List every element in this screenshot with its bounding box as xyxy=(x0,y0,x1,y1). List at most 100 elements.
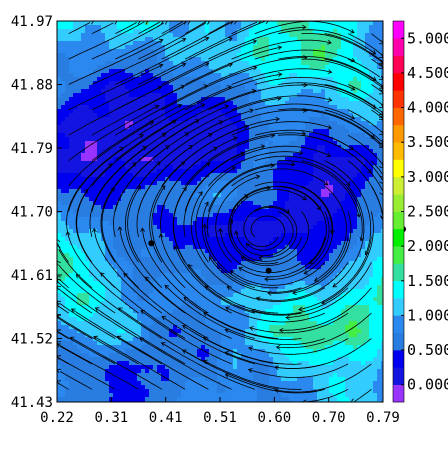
field-cell xyxy=(281,161,286,166)
field-cell xyxy=(301,181,306,186)
field-cell xyxy=(353,73,358,78)
field-cell xyxy=(77,165,82,170)
field-cell xyxy=(225,29,230,34)
field-cell xyxy=(369,109,374,114)
field-cell xyxy=(125,225,130,230)
field-cell xyxy=(101,57,106,62)
field-cell xyxy=(57,237,62,242)
field-cell xyxy=(165,261,170,266)
field-cell xyxy=(65,161,70,166)
field-cell xyxy=(121,33,126,38)
field-cell xyxy=(229,97,234,102)
field-cell xyxy=(297,157,302,162)
field-cell xyxy=(289,93,294,98)
field-cell xyxy=(73,61,78,66)
field-cell xyxy=(177,89,182,94)
field-cell xyxy=(61,233,66,238)
field-cell xyxy=(377,37,382,42)
field-cell xyxy=(113,125,118,130)
field-cell xyxy=(353,133,358,138)
field-cell xyxy=(101,145,106,150)
field-cell xyxy=(373,181,378,186)
field-cell xyxy=(233,85,238,90)
field-cell xyxy=(125,217,130,222)
field-cell xyxy=(145,89,150,94)
field-cell xyxy=(73,105,78,110)
field-cell xyxy=(73,237,78,242)
field-cell xyxy=(253,193,258,198)
field-cell xyxy=(241,193,246,198)
field-cell xyxy=(301,241,306,246)
field-cell xyxy=(157,237,162,242)
field-cell xyxy=(77,97,82,102)
field-cell xyxy=(197,101,202,106)
field-cell xyxy=(249,105,254,110)
field-cell xyxy=(369,25,374,30)
field-cell xyxy=(325,41,330,46)
field-cell xyxy=(117,101,122,106)
field-cell xyxy=(309,257,314,262)
field-cell xyxy=(369,209,374,214)
field-cell xyxy=(153,213,158,218)
field-cell xyxy=(65,137,70,142)
field-cell xyxy=(269,129,274,134)
field-cell xyxy=(377,153,382,158)
field-cell xyxy=(305,261,310,266)
field-cell xyxy=(181,45,186,50)
field-cell xyxy=(57,45,62,50)
field-cell xyxy=(177,161,182,166)
field-cell xyxy=(201,217,206,222)
field-cell xyxy=(113,205,118,210)
field-cell xyxy=(273,181,278,186)
field-cell xyxy=(117,133,122,138)
field-cell xyxy=(377,49,382,54)
field-cell xyxy=(85,165,90,170)
field-cell xyxy=(197,145,202,150)
field-cell xyxy=(273,157,278,162)
field-cell xyxy=(197,241,202,246)
field-cell xyxy=(305,225,310,230)
field-cell xyxy=(305,201,310,206)
field-cell xyxy=(133,169,138,174)
field-cell xyxy=(321,137,326,142)
field-cell xyxy=(221,117,226,122)
field-cell xyxy=(197,69,202,74)
field-cell xyxy=(81,233,86,238)
field-cell xyxy=(237,253,242,258)
field-cell xyxy=(353,77,358,82)
field-cell xyxy=(305,105,310,110)
field-cell xyxy=(257,113,262,118)
field-cell xyxy=(233,25,238,30)
field-cell xyxy=(229,241,234,246)
field-cell xyxy=(305,169,310,174)
field-cell xyxy=(357,49,362,54)
field-cell xyxy=(201,261,206,266)
field-cell xyxy=(121,201,126,206)
field-cell xyxy=(129,217,134,222)
field-cell xyxy=(189,177,194,182)
field-cell xyxy=(233,197,238,202)
field-cell xyxy=(69,185,74,190)
field-cell xyxy=(369,241,374,246)
field-cell xyxy=(89,165,94,170)
field-cell xyxy=(161,45,166,50)
field-cell xyxy=(285,193,290,198)
field-cell xyxy=(265,153,270,158)
field-cell xyxy=(245,173,250,178)
field-cell xyxy=(341,21,346,26)
field-cell xyxy=(109,89,114,94)
field-cell xyxy=(309,145,314,150)
field-cell xyxy=(321,57,326,62)
field-cell xyxy=(169,57,174,62)
field-cell xyxy=(361,61,366,66)
field-cell xyxy=(189,61,194,66)
field-cell xyxy=(361,241,366,246)
field-cell xyxy=(241,77,246,82)
field-cell xyxy=(237,109,242,114)
field-cell xyxy=(377,189,382,194)
field-cell xyxy=(109,149,114,154)
field-cell xyxy=(205,85,210,90)
field-cell xyxy=(325,197,330,202)
field-cell xyxy=(325,109,330,114)
field-cell xyxy=(297,221,302,226)
